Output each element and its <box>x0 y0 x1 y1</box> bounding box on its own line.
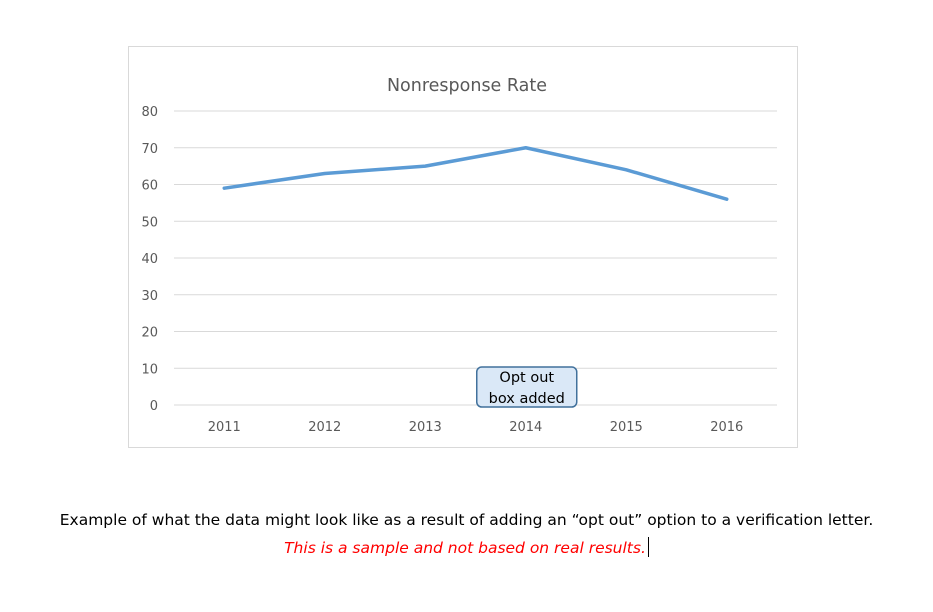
x-tick-label: 2015 <box>610 420 643 435</box>
y-tick-label: 10 <box>141 362 158 377</box>
data-point <box>625 168 628 171</box>
data-point <box>524 146 527 149</box>
y-tick-label: 0 <box>150 399 158 414</box>
y-axis-ticks: 0 10 20 30 40 50 60 70 80 <box>141 105 158 414</box>
y-tick-label: 20 <box>141 326 158 341</box>
annotation-box <box>476 366 578 408</box>
caption-note-text: This is a sample and not based on real r… <box>284 539 646 557</box>
x-tick-label: 2013 <box>409 420 442 435</box>
data-point <box>424 164 427 168</box>
y-tick-label: 30 <box>141 289 158 304</box>
x-tick-label: 2012 <box>308 420 341 435</box>
y-tick-label: 50 <box>141 215 158 230</box>
x-tick-label: 2014 <box>509 420 542 435</box>
x-tick-label: 2016 <box>710 420 743 435</box>
annotation-text: Opt out <box>499 370 554 386</box>
chart-title: Nonresponse Rate <box>387 76 547 96</box>
chart-frame: Nonresponse Rate 0 10 20 30 40 50 60 70 80 2011 2… <box>128 46 798 448</box>
text-cursor <box>647 537 649 557</box>
y-tick-label: 70 <box>141 142 158 157</box>
annotation-layer: Opt out box added <box>476 366 578 408</box>
caption-text: Example of what the data might look like… <box>59 511 874 529</box>
data-point <box>725 198 728 201</box>
y-tick-label: 40 <box>141 252 158 267</box>
x-axis-ticks: 2011 2012 2013 2014 2015 2016 <box>208 420 744 435</box>
data-point <box>323 172 326 175</box>
annotation-text: box added <box>489 391 565 407</box>
grid-layer <box>174 110 777 406</box>
y-tick-label: 80 <box>141 105 158 120</box>
x-tick-label: 2011 <box>208 420 241 435</box>
series-line <box>222 146 729 201</box>
series-layer <box>222 146 729 201</box>
data-point <box>223 186 226 190</box>
caption-note: This is a sample and not based on real r… <box>0 537 933 557</box>
y-tick-label: 60 <box>141 179 158 194</box>
